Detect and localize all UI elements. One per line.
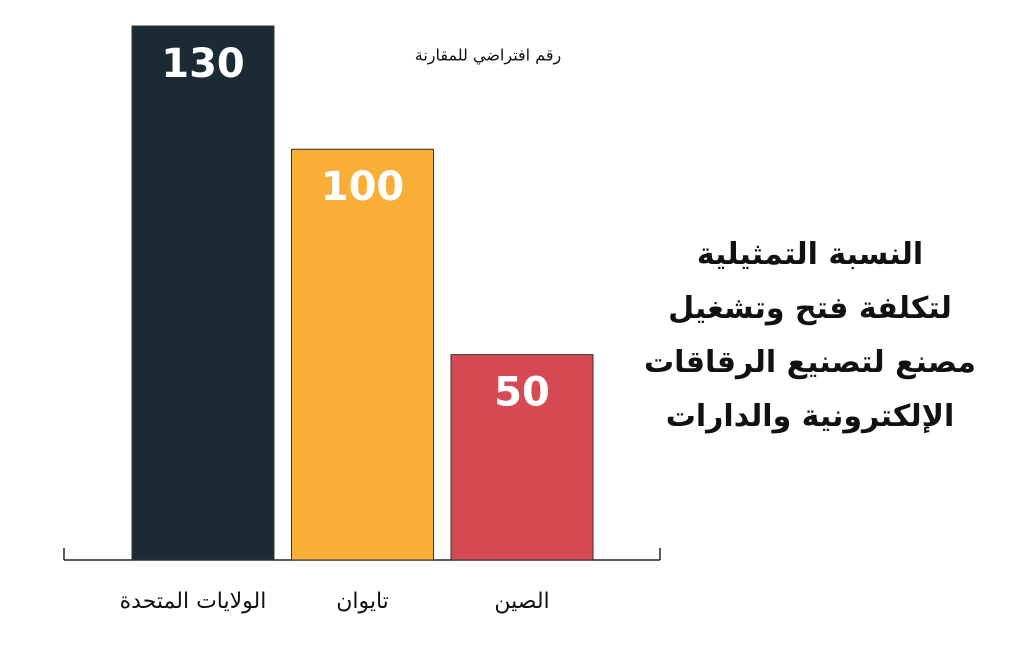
value-label: 50	[494, 370, 550, 416]
chart-title: النسبة التمثيلية لتكلفة فتح وتشغيل مصنع …	[644, 237, 976, 434]
bar	[450, 354, 594, 561]
x-tick-label: الولايات المتحدة	[120, 589, 267, 614]
bar	[291, 148, 434, 561]
x-tick-label: الصين	[494, 589, 549, 614]
bar	[131, 25, 275, 561]
value-label: 100	[321, 164, 405, 210]
value-label: 130	[161, 41, 245, 87]
x-tick-label: تايوان	[336, 589, 389, 614]
annotation: رقم افتراضي للمقارنة	[415, 46, 561, 66]
